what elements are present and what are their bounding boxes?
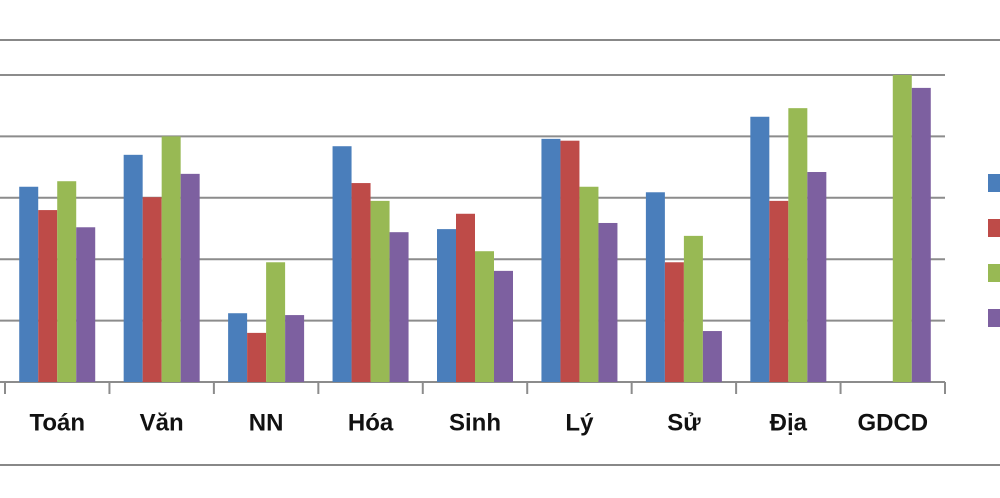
x-tick-label: Lý bbox=[565, 409, 594, 436]
bar bbox=[370, 200, 390, 382]
legend-swatch bbox=[988, 219, 1000, 237]
bar bbox=[266, 262, 286, 382]
x-tick-label: Sinh bbox=[449, 409, 501, 436]
bar bbox=[142, 197, 162, 382]
bar bbox=[769, 200, 789, 382]
bar bbox=[788, 108, 808, 382]
bar bbox=[437, 229, 456, 382]
bar bbox=[57, 181, 77, 382]
bar bbox=[351, 183, 371, 382]
bar bbox=[683, 235, 703, 382]
bar bbox=[228, 313, 248, 382]
legend-swatch bbox=[988, 264, 1000, 282]
bar bbox=[475, 251, 494, 382]
legend-swatch bbox=[988, 174, 1000, 192]
x-tick-label: Toán bbox=[29, 409, 85, 436]
bar bbox=[750, 116, 770, 382]
bar bbox=[911, 87, 931, 383]
bar bbox=[180, 173, 200, 382]
bar bbox=[456, 213, 475, 382]
x-tick-label: Sử bbox=[667, 409, 701, 436]
x-tick-label: GDCD bbox=[857, 409, 928, 436]
bar bbox=[247, 332, 267, 382]
x-tick-label: Hóa bbox=[348, 409, 394, 436]
bar bbox=[494, 270, 513, 382]
bar bbox=[19, 186, 39, 382]
x-tick-label: Địa bbox=[770, 409, 808, 436]
bar bbox=[38, 210, 58, 382]
bar bbox=[332, 146, 352, 382]
bar bbox=[664, 262, 684, 382]
bar bbox=[560, 140, 580, 382]
bar bbox=[892, 75, 912, 382]
bar bbox=[598, 222, 618, 382]
bar bbox=[541, 138, 561, 382]
legend-swatch bbox=[988, 309, 1000, 327]
x-tick-label: NN bbox=[249, 409, 284, 436]
bar bbox=[389, 232, 409, 382]
bar bbox=[161, 136, 181, 382]
bar bbox=[285, 315, 305, 382]
bar bbox=[645, 192, 665, 382]
x-tick-label: Văn bbox=[140, 409, 184, 436]
bar bbox=[76, 227, 96, 382]
bar bbox=[579, 186, 599, 382]
bar bbox=[702, 331, 722, 382]
bar bbox=[807, 172, 827, 382]
bar bbox=[123, 154, 143, 382]
